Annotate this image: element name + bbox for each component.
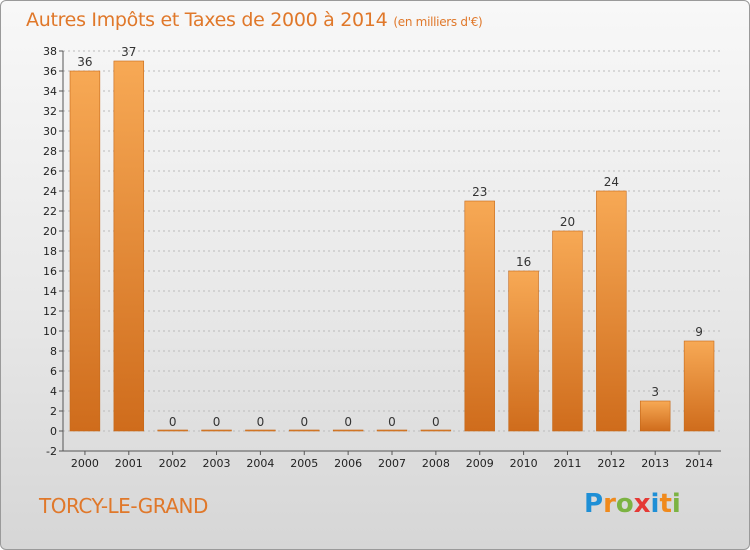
y-tick-label: 14 [43, 285, 57, 298]
x-tick-label: 2011 [553, 457, 581, 470]
x-tick-label: 2001 [115, 457, 143, 470]
y-tick-label: 34 [43, 85, 57, 98]
y-tick-label: 22 [43, 205, 57, 218]
logo-letter: o [615, 489, 634, 519]
x-tick-label: 2007 [378, 457, 406, 470]
data-label: 37 [121, 45, 136, 59]
bar [289, 429, 320, 432]
x-tick-label: 2003 [203, 457, 231, 470]
bar [113, 60, 145, 432]
logo-letter: P [584, 489, 604, 519]
bar [420, 429, 452, 432]
logo-letter: t [659, 489, 672, 519]
y-tick-label: 10 [43, 325, 57, 338]
y-tick-label: 18 [43, 245, 57, 258]
y-tick-label: 32 [43, 105, 57, 118]
y-tick-label: -2 [46, 445, 57, 458]
data-label: 20 [560, 215, 575, 229]
x-tick-label: 2012 [597, 457, 625, 470]
x-tick-label: 2000 [71, 457, 99, 470]
data-label: 36 [77, 55, 92, 69]
x-tick-label: 2009 [466, 457, 494, 470]
data-label: 0 [213, 415, 221, 429]
logo-letter: i [650, 489, 660, 519]
x-tick-label: 2002 [159, 457, 187, 470]
data-label: 3 [651, 385, 659, 399]
x-tick-label: 2006 [334, 457, 362, 470]
data-label: 0 [388, 415, 396, 429]
data-label: 24 [604, 175, 619, 189]
data-label: 23 [472, 185, 487, 199]
y-tick-label: 8 [50, 345, 57, 358]
bar [332, 429, 364, 432]
bar [639, 400, 671, 432]
x-tick-label: 2005 [290, 457, 318, 470]
y-tick-label: 38 [43, 45, 57, 58]
logo-letter: x [633, 489, 651, 519]
bar [157, 429, 188, 432]
bar [376, 429, 408, 432]
chart-title: Autres Impôts et Taxes de 2000 à 2014 (en… [26, 9, 483, 31]
y-tick-label: 20 [43, 225, 57, 238]
commune-name: TORCY-LE-GRAND [39, 494, 208, 518]
bar [464, 200, 495, 432]
logo-letter: r [603, 489, 616, 519]
y-tick-label: 6 [50, 365, 57, 378]
bar [683, 340, 715, 432]
data-label: 0 [344, 415, 352, 429]
logo-letter: i [671, 489, 681, 519]
bar [596, 190, 627, 432]
data-label: 16 [516, 255, 531, 269]
data-label: 0 [432, 415, 440, 429]
data-label: 0 [169, 415, 177, 429]
y-tick-label: 26 [43, 165, 57, 178]
bar [552, 230, 583, 432]
x-tick-label: 2014 [685, 457, 713, 470]
y-tick-label: 30 [43, 125, 57, 138]
data-label: 0 [257, 415, 265, 429]
x-tick-label: 2010 [510, 457, 538, 470]
proxiti-logo[interactable]: Proxiti [584, 489, 681, 519]
data-label: 9 [695, 325, 703, 339]
bar [69, 70, 101, 432]
y-tick-label: 0 [50, 425, 57, 438]
bar [201, 429, 232, 432]
x-tick-label: 2008 [422, 457, 450, 470]
bar [245, 429, 276, 432]
x-tick-label: 2013 [641, 457, 669, 470]
chart-unit: (en milliers d'€) [393, 15, 483, 29]
y-tick-label: 12 [43, 305, 57, 318]
x-tick-label: 2004 [246, 457, 274, 470]
chart-title-text: Autres Impôts et Taxes de 2000 à 2014 [26, 9, 388, 31]
y-tick-label: 2 [50, 405, 57, 418]
y-tick-label: 16 [43, 265, 57, 278]
bar [508, 270, 539, 432]
y-tick-label: 28 [43, 145, 57, 158]
y-tick-label: 36 [43, 65, 57, 78]
y-tick-label: 24 [43, 185, 57, 198]
y-tick-label: 4 [50, 385, 57, 398]
data-label: 0 [300, 415, 308, 429]
